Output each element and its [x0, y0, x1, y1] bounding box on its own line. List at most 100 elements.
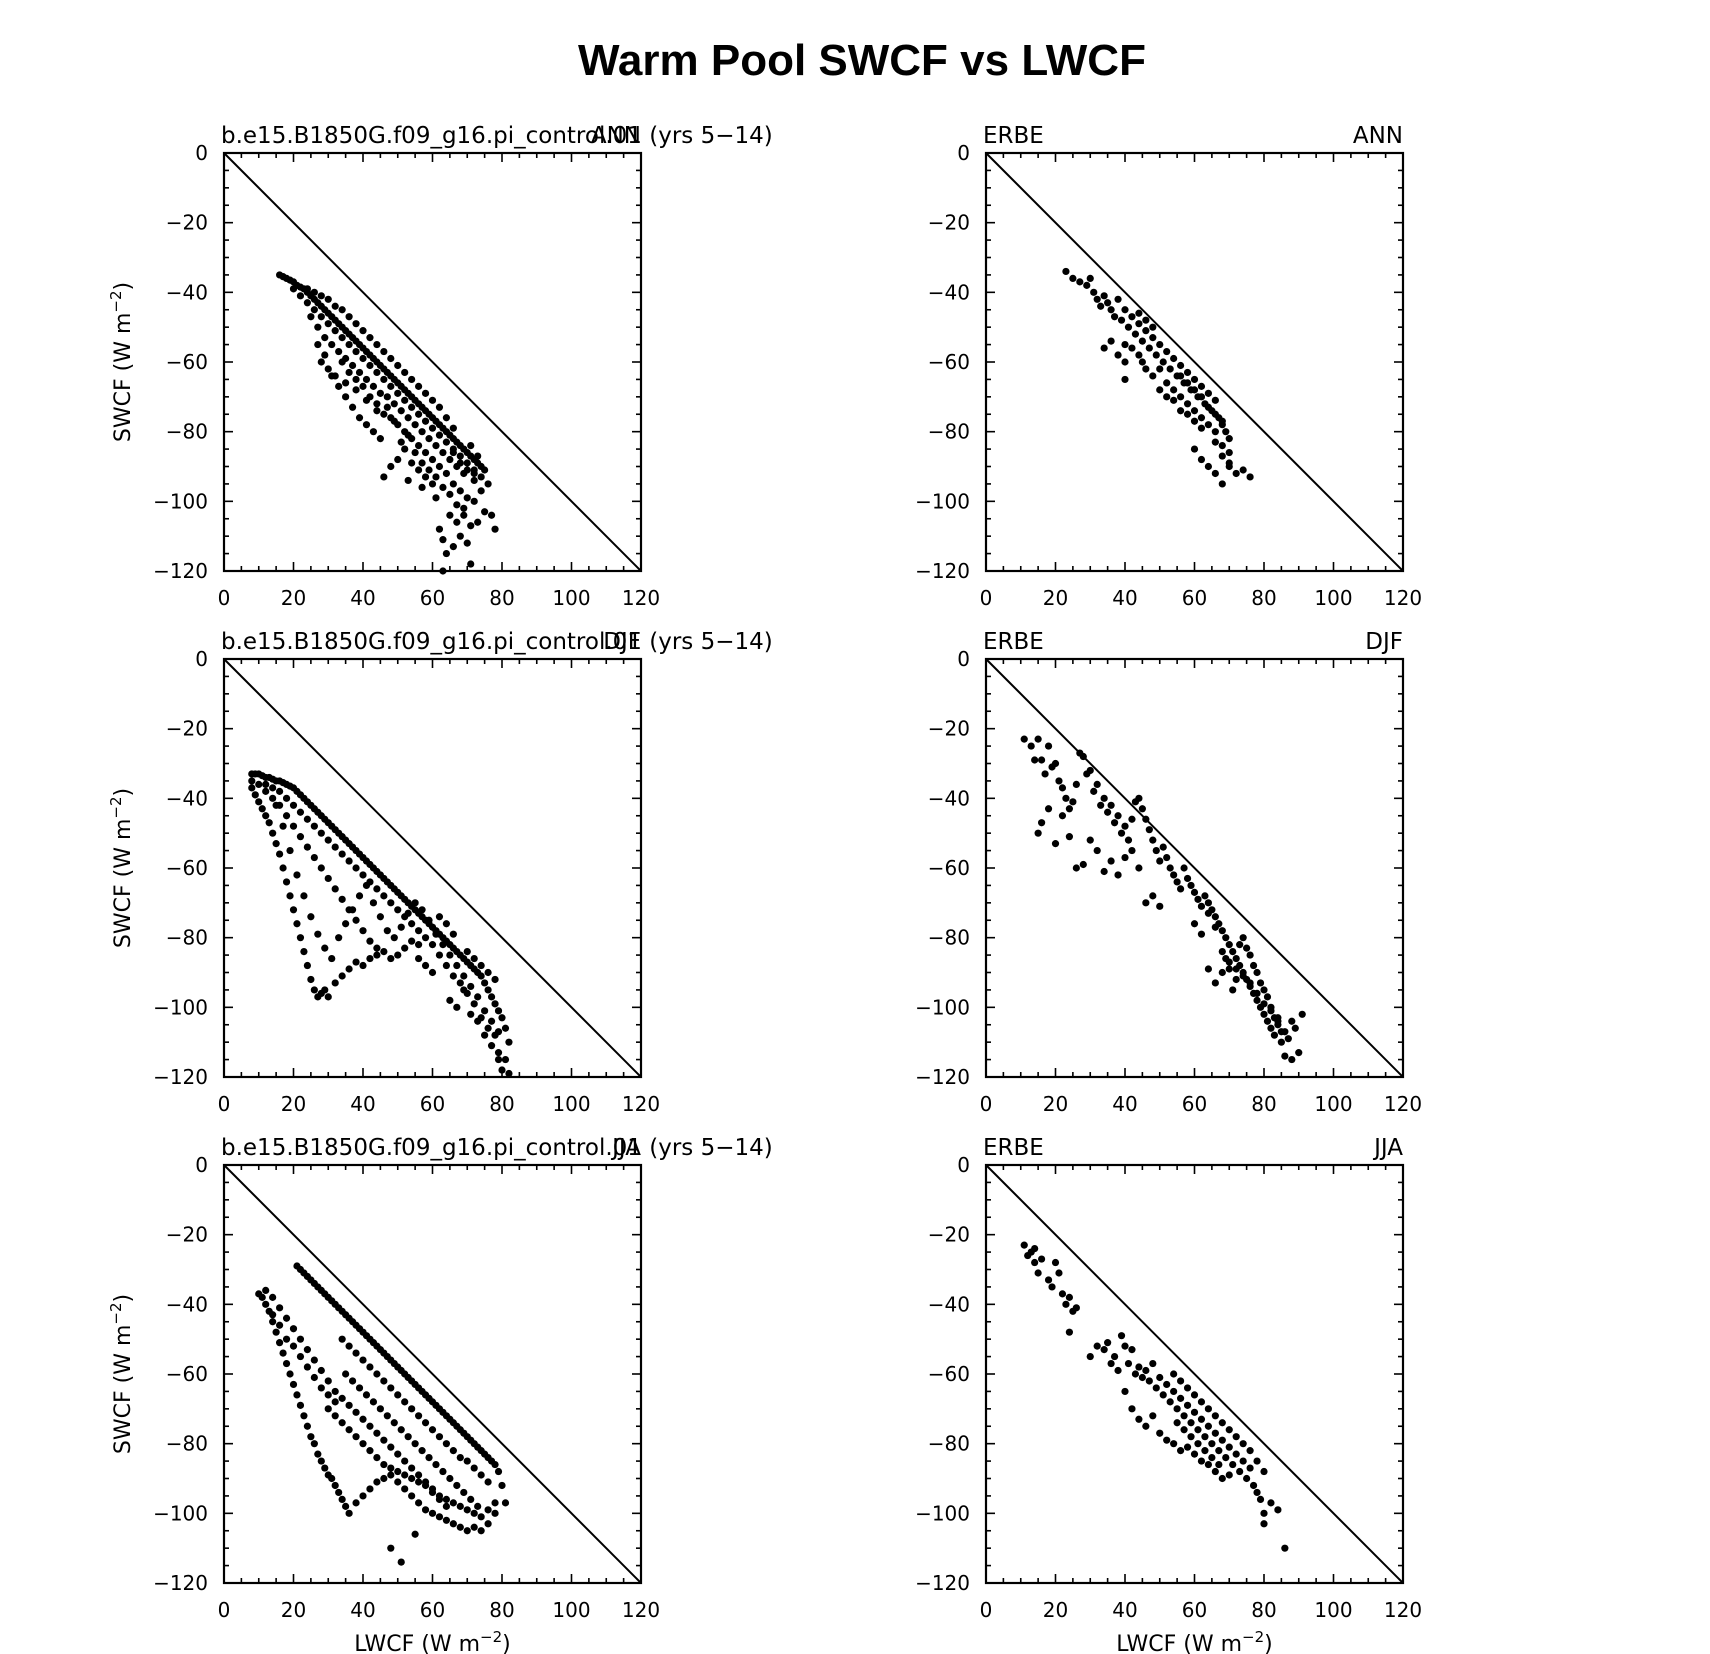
scatter-point	[383, 393, 391, 401]
scatter-point	[418, 1447, 426, 1455]
scatter-point	[1156, 902, 1164, 910]
scatter-point	[1135, 794, 1143, 802]
scatter-point	[1232, 1450, 1240, 1458]
scatter-point	[324, 993, 332, 1001]
scatter-point	[1020, 735, 1028, 743]
x-tick-label: 60	[1182, 1598, 1207, 1622]
x-tick-label: 100	[552, 586, 590, 610]
scatter-point	[1183, 1443, 1192, 1451]
scatter-point	[1135, 309, 1143, 317]
scatter-point	[324, 1405, 332, 1413]
scatter-point	[449, 1520, 457, 1528]
scatter-point	[1117, 316, 1126, 324]
scatter-point	[373, 951, 381, 959]
scatter-point	[289, 801, 298, 809]
scatter-point	[1281, 1544, 1289, 1552]
scatter-point	[331, 1398, 339, 1406]
scatter-point	[310, 822, 318, 830]
scatter-point	[1225, 965, 1233, 973]
scatter-point	[432, 494, 440, 502]
scatter-point	[317, 1384, 325, 1392]
scatter-point	[394, 1478, 402, 1486]
scatter-point	[467, 1010, 475, 1018]
scatter-point	[1204, 1422, 1212, 1430]
scatter-point	[1156, 365, 1164, 373]
scatter-point	[1124, 836, 1133, 844]
scatter-point	[314, 340, 322, 349]
scatter-point	[359, 1415, 367, 1423]
scatter-point	[331, 327, 339, 335]
scatter-point	[1243, 944, 1251, 952]
scatter-point	[435, 403, 444, 411]
scatter-point	[463, 494, 471, 502]
scatter-point	[293, 1391, 301, 1399]
scatter-point	[352, 864, 360, 872]
scatter-point	[255, 798, 263, 806]
scatter-point	[425, 916, 433, 924]
scatter-point	[1170, 1370, 1178, 1378]
scatter-point	[1177, 1377, 1185, 1385]
scatter-point	[1239, 934, 1247, 942]
scatter-point	[415, 954, 423, 963]
scatter-point	[1062, 794, 1070, 802]
scatter-point	[314, 323, 322, 331]
scatter-point	[1277, 1028, 1285, 1036]
y-tick-label: −40	[166, 1292, 208, 1316]
scatter-point	[296, 1335, 305, 1343]
scatter-point	[418, 483, 426, 491]
scatter-point	[255, 780, 263, 789]
scatter-point	[1156, 857, 1164, 865]
scatter-point	[1027, 742, 1035, 750]
scatter-point	[300, 948, 308, 956]
panel-season-label: DJF	[603, 629, 641, 655]
scatter-point	[397, 923, 405, 931]
scatter-point	[355, 1384, 364, 1392]
scatter-point	[1211, 410, 1219, 418]
scatter-point	[456, 532, 464, 540]
scatter-point	[366, 937, 374, 945]
scatter-point	[1190, 888, 1199, 896]
scatter-point	[1218, 968, 1226, 977]
scatter-point	[366, 954, 374, 963]
scatter-point	[481, 466, 489, 474]
scatter-point	[380, 347, 388, 356]
scatter-point	[342, 920, 350, 928]
scatter-point	[1152, 351, 1160, 359]
scatter-point	[463, 948, 471, 956]
scatter-point	[276, 1339, 284, 1347]
one-to-one-line	[223, 1164, 642, 1584]
scatter-point	[1204, 965, 1212, 973]
scatter-point	[1159, 843, 1167, 851]
y-tick-label: −60	[166, 1362, 208, 1386]
scatter-point	[383, 403, 391, 411]
scatter-point	[1149, 323, 1157, 331]
scatter-point	[373, 368, 381, 377]
scatter-point	[401, 944, 409, 952]
scatter-point	[1128, 313, 1136, 321]
scatter-point	[376, 435, 384, 443]
scatter-point	[1201, 892, 1209, 900]
scatter-point	[338, 895, 346, 903]
scatter-point	[1135, 1415, 1143, 1423]
scatter-point	[1152, 1384, 1160, 1392]
scatter-point	[310, 1356, 318, 1364]
scatter-point	[401, 1485, 409, 1493]
scatter-point	[425, 466, 433, 474]
scatter-point	[1156, 386, 1164, 394]
scatter-point	[446, 1474, 454, 1483]
x-tick-label: 100	[1314, 586, 1352, 610]
scatter-point	[362, 375, 371, 384]
scatter-point	[421, 448, 430, 457]
scatter-point	[352, 320, 360, 328]
scatter-point	[1159, 1391, 1167, 1399]
scatter-point	[359, 1492, 367, 1500]
scatter-point	[272, 840, 280, 848]
x-tick-label: 0	[980, 1092, 993, 1116]
scatter-point	[1065, 1293, 1073, 1301]
scatter-point	[401, 445, 409, 453]
scatter-point	[1298, 1010, 1306, 1018]
scatter-point	[324, 320, 332, 328]
scatter-point	[369, 1398, 378, 1406]
scatter-point	[1218, 442, 1226, 450]
panel-season-label: JJA	[1372, 1135, 1403, 1161]
